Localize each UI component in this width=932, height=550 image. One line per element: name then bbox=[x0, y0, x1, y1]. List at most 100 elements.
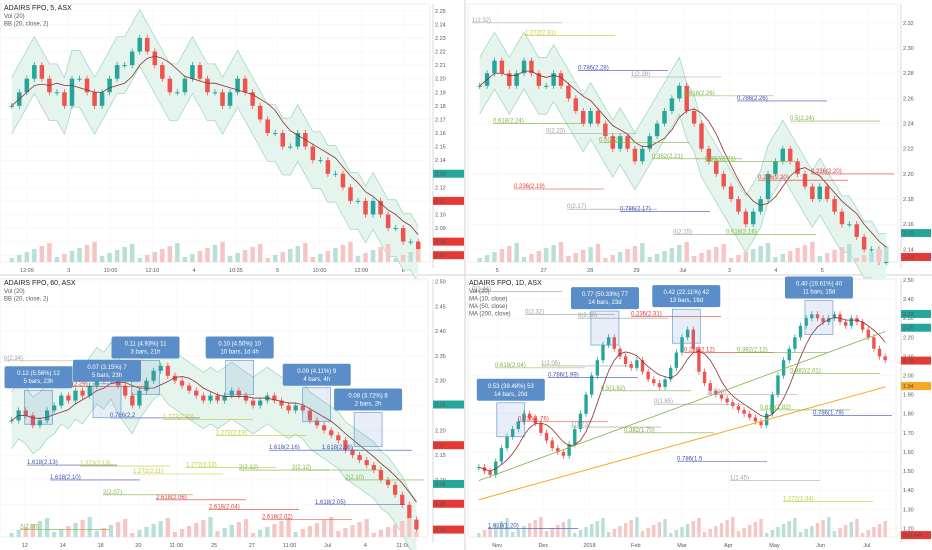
fib-level-label: 2(2.00) bbox=[20, 525, 39, 531]
volume-bar bbox=[482, 530, 487, 537]
candle-body bbox=[663, 379, 667, 387]
fib-level-label: 1.272(2.31) bbox=[525, 30, 556, 36]
volume-bar bbox=[872, 527, 876, 537]
measure-box[interactable]: 0.12 (5.56%) 12 5 bars, 23h bbox=[4, 366, 73, 425]
y-tick-label: 2.19 bbox=[435, 90, 446, 96]
chart-panel-bottom-left[interactable]: 2.502.452.402.352.302.252.202.152.102.05… bbox=[0, 278, 464, 550]
volume-bar bbox=[510, 532, 515, 537]
y-tick-label: 2.30 bbox=[903, 46, 914, 52]
chart-panel-bottom-right[interactable]: 2.502.402.302.202.102.001.901.801.701.60… bbox=[467, 276, 931, 549]
y-tick-label: 2.26 bbox=[903, 96, 914, 102]
volume-bar bbox=[691, 256, 697, 262]
moving-average-line bbox=[479, 70, 887, 248]
volume-bar bbox=[522, 526, 526, 537]
candle-body bbox=[167, 78, 173, 93]
x-tick-label: 27 bbox=[541, 268, 547, 274]
chart-panel-top-left[interactable]: 2.25 2.24 2.23 2.22 2.21 2.20 2.19 2.18 2.17 2.16… bbox=[0, 3, 464, 284]
y-tick-label: 2.18 bbox=[903, 197, 914, 203]
volume-bar bbox=[130, 533, 135, 537]
candle-body bbox=[59, 395, 64, 406]
x-tick-label: Apr bbox=[724, 543, 733, 549]
measure-box-text: 0.42 (22.11%) 42 bbox=[663, 290, 709, 296]
fib-level-label: 2.618(2.06) bbox=[156, 495, 187, 501]
volume-bar bbox=[728, 258, 734, 262]
y-tick-label: 2.24 bbox=[903, 122, 914, 128]
measure-box[interactable]: 0.42 (22.11%) 42 13 bars, 19d bbox=[652, 285, 721, 344]
volume-bar bbox=[691, 521, 695, 537]
candle-body bbox=[9, 420, 14, 422]
chart-panel-top-right[interactable]: 2.32 2.30 2.28 2.26 2.24 2.22 2.20 2.18 2.16 2.14… bbox=[467, 3, 931, 291]
price-tag-label: 2.05 bbox=[435, 502, 446, 508]
measure-box[interactable]: 0.77 (50.33%) 77 14 bars, 23d bbox=[570, 287, 639, 346]
candle-body bbox=[699, 123, 704, 149]
volume-bar bbox=[477, 533, 481, 537]
volume-bar bbox=[265, 527, 270, 537]
volume-bar bbox=[618, 526, 622, 537]
candle-body bbox=[340, 173, 346, 188]
measure-box[interactable]: 0.40 (19.61%) 40 11 bars, 15d bbox=[784, 276, 853, 335]
volume-bar bbox=[62, 254, 67, 262]
y-tick-label: 2.40 bbox=[903, 297, 914, 303]
candle-body bbox=[770, 394, 774, 414]
volume-bar bbox=[770, 530, 774, 537]
price-tag-label: 2.08 bbox=[903, 359, 914, 365]
measure-box[interactable]: 0.11 (4.93%) 11 3 bars, 21h bbox=[111, 336, 180, 395]
candle-body bbox=[824, 186, 830, 200]
measure-box[interactable]: 0.09 (4.11%) 9 4 bars, 4h bbox=[282, 363, 351, 423]
measure-box-bg bbox=[111, 336, 180, 359]
volume-bar bbox=[817, 256, 822, 262]
volume-bar bbox=[300, 529, 305, 537]
candle-body bbox=[250, 400, 256, 406]
fib-level-label: 0(2.17) bbox=[567, 204, 586, 210]
candle-body bbox=[23, 410, 28, 416]
candle-body bbox=[227, 92, 233, 106]
y-tick-label: 1.60 bbox=[903, 450, 914, 456]
candle-body bbox=[544, 432, 549, 441]
candle-body bbox=[527, 413, 532, 418]
volume-bar bbox=[144, 527, 149, 537]
volume-bar bbox=[39, 246, 45, 262]
volume-bar bbox=[187, 526, 192, 537]
candle-body bbox=[861, 236, 867, 250]
measure-box[interactable]: 0.08 (3.72%) 8 2 bars, 2h bbox=[334, 388, 403, 447]
candle-body bbox=[222, 395, 227, 401]
volume-bar bbox=[625, 249, 630, 262]
candle-body bbox=[646, 371, 650, 380]
candle-body bbox=[884, 262, 889, 263]
volume-bar bbox=[165, 518, 170, 537]
moving-average-line bbox=[11, 55, 419, 236]
volume-bar bbox=[580, 250, 586, 262]
fib-level-label: 0.236(2.20) bbox=[811, 169, 842, 175]
measure-box[interactable]: 0.10 (4.50%) 10 10 bars, 1d 4h bbox=[205, 336, 274, 395]
volume-bar bbox=[122, 247, 127, 262]
volume-bar bbox=[84, 245, 90, 262]
volume-bar bbox=[595, 244, 601, 262]
candle-body bbox=[815, 314, 820, 319]
volume-bar bbox=[780, 254, 786, 262]
price-tag: 2.15 bbox=[901, 229, 931, 238]
volume-bar bbox=[810, 526, 814, 537]
volume-bar bbox=[265, 258, 270, 262]
candle-body bbox=[804, 318, 808, 326]
x-tick-label: 10:35 bbox=[229, 268, 243, 274]
volume-bar bbox=[66, 526, 71, 537]
candle-body bbox=[677, 85, 682, 99]
volume-bar bbox=[742, 528, 746, 537]
candle-body bbox=[595, 110, 601, 124]
x-tick-label: 12 bbox=[22, 543, 28, 549]
candle-body bbox=[179, 380, 185, 386]
candle-body bbox=[558, 73, 564, 86]
candle-body bbox=[378, 470, 384, 480]
price-tag-bg bbox=[901, 382, 931, 391]
measure-box[interactable]: 0.07 (3.15%) 7 5 bars, 23h bbox=[73, 359, 141, 419]
measure-box[interactable]: 0.53 (39.48%) 53 14 bars, 20d bbox=[476, 378, 545, 438]
price-tag: 2.08 bbox=[901, 356, 931, 365]
volume-bar bbox=[551, 245, 556, 262]
volume-bar bbox=[685, 524, 690, 537]
fib-level-label: 0.5(2.24) bbox=[790, 116, 814, 122]
fib-level-label: 0(2.23) bbox=[546, 129, 565, 135]
volume-bar bbox=[567, 519, 571, 537]
volume-bar bbox=[73, 523, 78, 537]
candle-body bbox=[408, 241, 413, 243]
volume-bar bbox=[855, 519, 859, 537]
